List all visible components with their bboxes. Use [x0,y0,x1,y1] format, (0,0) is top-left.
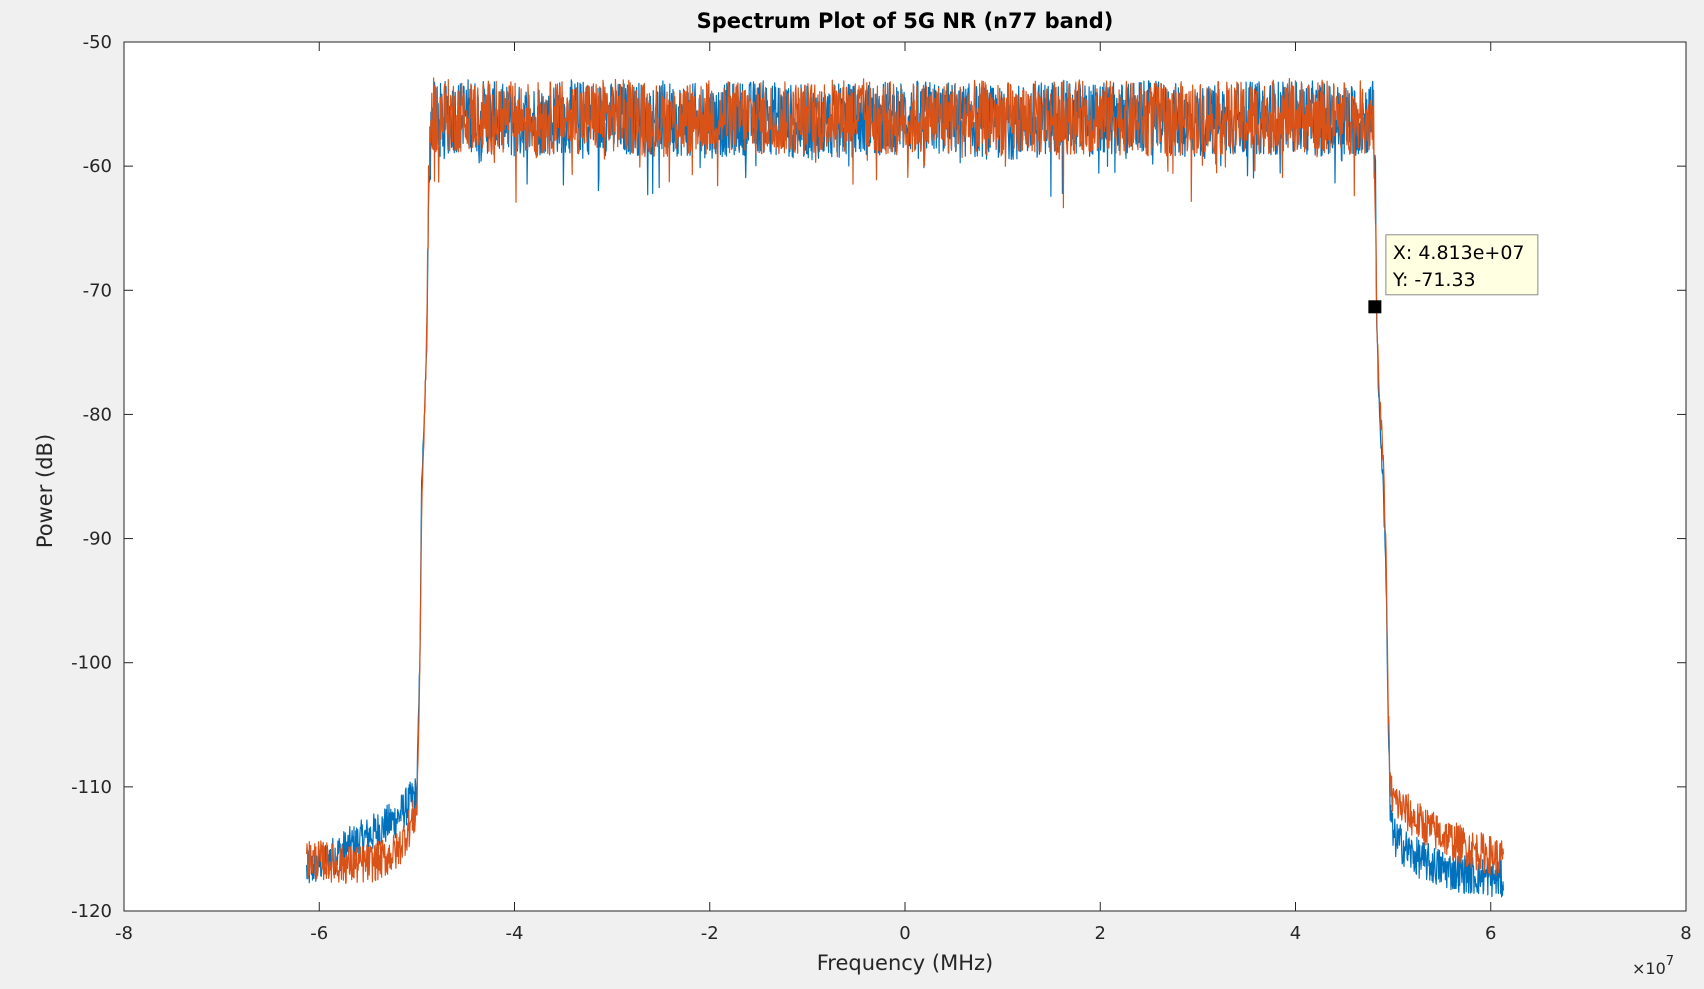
x-axis-label: Frequency (MHz) [817,951,993,975]
datatip-box [1385,234,1539,296]
y-tick-label: -90 [83,529,112,550]
y-tick-label: -120 [71,901,112,922]
y-tick-label: -50 [83,32,112,53]
y-tick-label: -100 [71,653,112,674]
x-tick-label: 8 [1680,923,1691,944]
datatip[interactable]: X: 4.813e+07 Y: -71.33 [1368,234,1539,314]
y-tick-label: -80 [83,404,112,425]
x-tick-label: 2 [1095,923,1106,944]
x-tick-label: -6 [310,923,328,944]
y-tick-label: -60 [83,156,112,177]
x-exponent-base: ×10 [1632,959,1666,978]
x-tick-label: -8 [115,923,133,944]
x-tick-label: -2 [701,923,719,944]
ticks-layer: -8 -6 -4 -2 0 2 4 6 8 -50 -60 -70 -80 -90 -100 -110 -120 [71,32,1692,944]
datatip-x-text: X: 4.813e+07 [1393,242,1525,264]
x-tick-label: -4 [506,923,524,944]
axes-area[interactable] [124,42,1686,911]
series-layer [306,77,1504,898]
y-tick-label: -70 [83,280,112,301]
y-axis-label: Power (dB) [33,434,57,548]
y-tick-label: -110 [71,777,112,798]
x-tick-label: 6 [1485,923,1496,944]
x-tick-label: 0 [899,923,910,944]
datatip-marker[interactable] [1368,300,1382,314]
x-exponent-label: ×107 [1632,954,1674,978]
chart-title: Spectrum Plot of 5G NR (n77 band) [697,9,1114,33]
series-line-2[interactable] [306,77,1504,884]
x-exponent-power: 7 [1666,954,1674,969]
datatip-y-text: Y: -71.33 [1392,269,1476,291]
x-tick-label: 4 [1290,923,1301,944]
